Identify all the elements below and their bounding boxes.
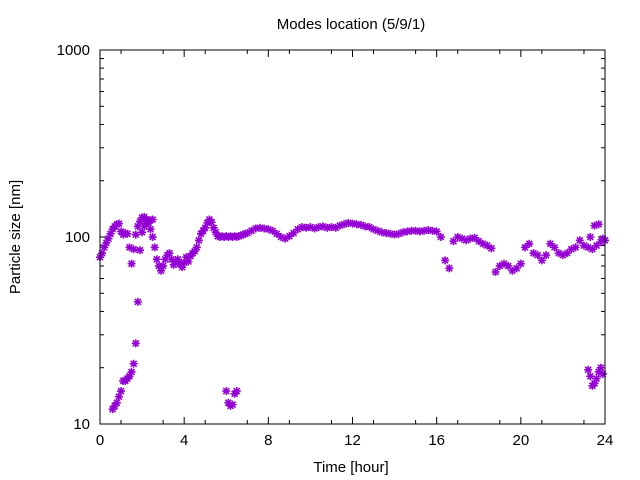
data-point (445, 264, 454, 273)
data-point (165, 249, 174, 258)
data-point (596, 363, 605, 372)
data-point (228, 400, 237, 409)
data-points (95, 212, 610, 414)
data-point (135, 246, 144, 255)
data-point (133, 297, 142, 306)
data-point (152, 255, 161, 264)
data-point (255, 223, 264, 232)
data-point (491, 267, 500, 276)
data-point (194, 236, 203, 245)
plot-frame (99, 49, 606, 425)
data-point (537, 256, 546, 265)
data-point (586, 232, 595, 242)
data-point (588, 245, 597, 254)
data-point (150, 243, 159, 252)
x-tick-label: 0 (96, 432, 104, 449)
data-point (525, 239, 534, 248)
data-point (127, 367, 136, 376)
data-point (571, 243, 580, 252)
data-point (594, 220, 603, 229)
data-point (125, 243, 134, 252)
data-point (112, 398, 121, 407)
data-point (125, 372, 134, 381)
axis-tick-labels: 0 4 8 12 16 20 24 10 100 1000 (57, 42, 614, 449)
data-point (586, 372, 595, 381)
data-point (487, 244, 496, 253)
data-point (533, 251, 542, 260)
data-point (441, 256, 450, 265)
data-point (161, 255, 170, 264)
chart-title: Modes location (5/9/1) (277, 16, 425, 33)
data-point (584, 365, 593, 374)
data-point (575, 236, 584, 245)
data-point (592, 374, 601, 383)
data-point (207, 218, 216, 227)
data-point (117, 387, 126, 396)
x-tick-label: 4 (180, 432, 188, 449)
data-point (232, 387, 241, 396)
x-tick-label: 24 (597, 432, 614, 449)
data-point (546, 239, 555, 248)
x-axis-label: Time [hour] (313, 459, 388, 476)
y-tick-label: 100 (65, 229, 90, 246)
data-point (148, 232, 157, 242)
data-point (508, 266, 517, 275)
data-point (131, 339, 140, 348)
y-tick-label: 10 (73, 416, 90, 433)
y-axis-label: Particle size [nm] (7, 180, 24, 294)
x-tick-label: 8 (264, 432, 272, 449)
data-point (129, 245, 138, 254)
data-point (146, 225, 155, 234)
x-tick-label: 20 (512, 432, 529, 449)
data-point (114, 219, 123, 228)
data-point (542, 251, 551, 260)
data-point (281, 234, 290, 243)
y-tick-label: 1000 (57, 42, 90, 59)
data-point (129, 359, 138, 368)
data-point (432, 227, 441, 236)
data-point (148, 215, 157, 224)
data-point (127, 259, 136, 268)
data-point (361, 222, 370, 231)
data-point (138, 228, 147, 237)
x-tick-label: 12 (344, 432, 361, 449)
data-point (159, 261, 168, 270)
data-point (550, 243, 559, 252)
data-point (285, 232, 294, 241)
x-tick-label: 16 (428, 432, 445, 449)
data-point (222, 387, 231, 396)
data-point (436, 232, 445, 242)
data-point (516, 259, 525, 268)
data-point (192, 243, 201, 252)
data-point (114, 392, 123, 401)
data-point (131, 230, 140, 239)
data-point (123, 229, 132, 238)
